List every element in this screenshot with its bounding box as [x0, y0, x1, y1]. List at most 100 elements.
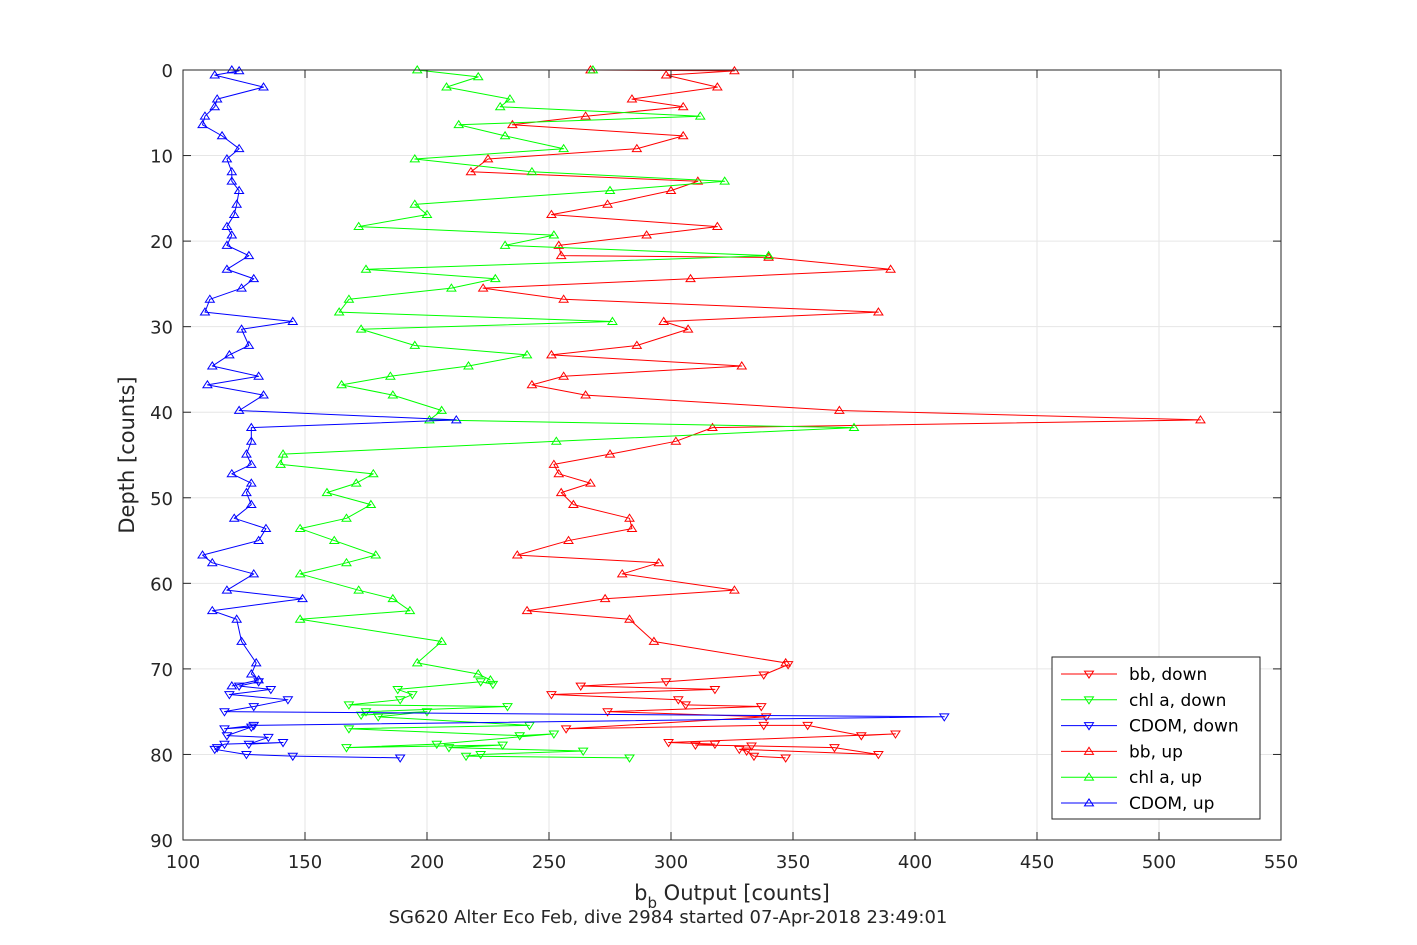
- data-point: [294, 523, 306, 533]
- data-point: [245, 436, 257, 445]
- legend-marker: [1083, 722, 1095, 731]
- data-point: [760, 713, 772, 722]
- data-point: [755, 703, 767, 712]
- data-point: [885, 264, 897, 273]
- data-point: [245, 669, 257, 678]
- y-tick-label: 0: [162, 61, 173, 82]
- data-point: [526, 379, 538, 389]
- data-point: [653, 557, 665, 567]
- y-tick-label: 90: [150, 831, 173, 852]
- data-point: [672, 696, 684, 705]
- data-point: [275, 459, 287, 468]
- data-point: [341, 513, 352, 522]
- data-point: [555, 487, 567, 497]
- x-axis-label: bb Output [counts]: [634, 881, 830, 912]
- data-point: [253, 535, 265, 544]
- data-point: [521, 349, 533, 359]
- data-point: [226, 230, 238, 239]
- data-point: [294, 614, 306, 623]
- data-point: [631, 143, 643, 153]
- data-point: [682, 324, 694, 333]
- data-point: [236, 324, 247, 333]
- data-point: [604, 185, 616, 195]
- data-point: [236, 283, 247, 292]
- data-point: [197, 119, 208, 129]
- x-axis-ticks: 100 150 200 250 300 350 400 450 500 550: [166, 70, 1298, 873]
- x-tick-label: 350: [776, 852, 810, 873]
- data-point: [277, 449, 289, 458]
- data-point: [641, 230, 653, 239]
- x-axis-label-text: Output [counts]: [657, 881, 830, 905]
- y-tick-label: 20: [150, 232, 173, 253]
- legend-label: chl a, up: [1129, 768, 1202, 788]
- data-point: [660, 678, 672, 687]
- data-point: [548, 230, 560, 239]
- data-point: [409, 199, 421, 208]
- data-point: [626, 94, 638, 103]
- data-point: [353, 585, 365, 594]
- data-point: [394, 696, 406, 705]
- data-point: [558, 294, 570, 303]
- legend-entry: chl a, up: [1061, 768, 1202, 788]
- data-point: [226, 176, 238, 185]
- x-tick-label: 300: [654, 852, 688, 873]
- data-point: [782, 661, 794, 670]
- data-point: [872, 307, 884, 316]
- data-point: [248, 703, 260, 712]
- data-point: [548, 730, 560, 739]
- data-point: [494, 101, 506, 111]
- data-point: [265, 685, 277, 695]
- data-point: [472, 71, 484, 81]
- data-point: [221, 221, 233, 230]
- data-point: [287, 316, 299, 325]
- data-point: [485, 675, 496, 684]
- data-point: [253, 675, 265, 684]
- data-point: [248, 721, 260, 731]
- legend-entry: bb, up: [1061, 742, 1183, 762]
- data-point: [502, 703, 513, 712]
- data-point: [367, 468, 379, 478]
- data-point: [585, 478, 596, 487]
- data-point: [409, 340, 421, 349]
- data-point: [550, 436, 562, 445]
- data-point: [489, 273, 501, 283]
- data-point: [253, 678, 265, 687]
- data-point: [780, 754, 792, 763]
- y-tick-label: 80: [150, 745, 173, 766]
- data-point: [555, 250, 567, 260]
- legend-entry: chl a, down: [1061, 691, 1226, 711]
- data-point: [343, 294, 355, 303]
- data-point: [201, 379, 213, 389]
- data-point: [558, 143, 570, 153]
- data-point: [341, 557, 352, 567]
- data-point: [546, 691, 557, 700]
- data-point: [602, 199, 613, 208]
- data-point: [221, 732, 233, 741]
- data-point: [262, 733, 274, 743]
- data-point: [387, 390, 399, 399]
- data-point: [221, 585, 233, 594]
- data-point: [394, 754, 406, 763]
- x-tick-label: 500: [1142, 852, 1176, 873]
- data-point: [802, 721, 814, 731]
- x-axis-label-symbol: b: [634, 881, 647, 905]
- data-point: [219, 740, 230, 750]
- data-point: [748, 752, 760, 762]
- legend-marker: [1083, 670, 1095, 679]
- data-point: [250, 657, 262, 667]
- grid-lines: [182, 69, 1282, 841]
- x-tick-label: 250: [532, 852, 566, 873]
- data-point: [848, 422, 860, 432]
- series-5: [197, 65, 462, 690]
- data-point: [626, 523, 638, 533]
- series-0: [546, 661, 901, 763]
- data-point: [763, 250, 775, 260]
- data-point: [758, 671, 770, 680]
- data-point: [204, 294, 216, 303]
- chart-title: SG620 Alter Eco Feb, dive 2984 started 0…: [389, 907, 948, 928]
- series-line: [280, 69, 855, 681]
- y-tick-label: 10: [150, 147, 173, 168]
- data-point: [475, 678, 487, 687]
- x-tick-label: 100: [166, 852, 200, 873]
- plot-frame: [182, 69, 1282, 841]
